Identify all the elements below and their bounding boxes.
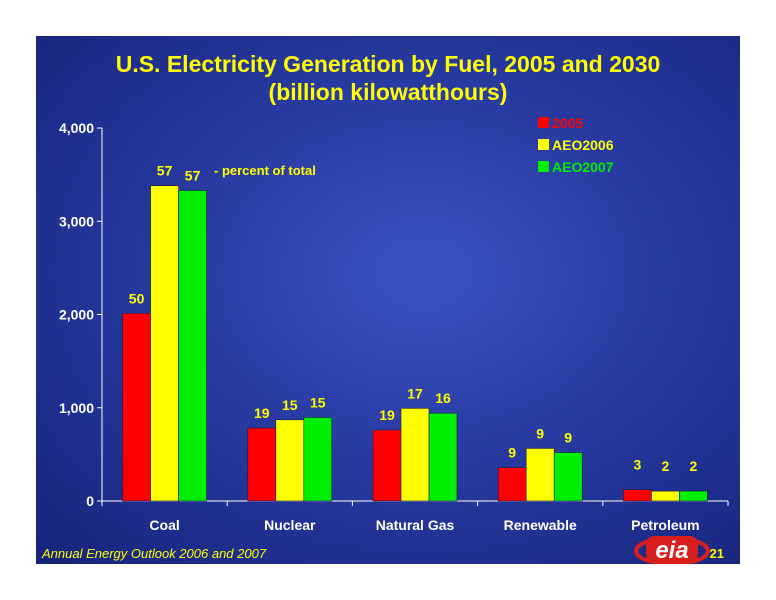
bar — [497, 467, 527, 502]
data-label: 9 — [508, 445, 516, 461]
bar — [372, 429, 402, 502]
bars: 50 57 57 19 15 15 19 17 16 9 9 9 3 2 2 — [122, 163, 708, 502]
bar — [122, 312, 151, 502]
x-category-label: Natural Gas — [376, 517, 455, 533]
bar — [150, 185, 179, 502]
y-tick-label: 3,000 — [59, 213, 94, 229]
bar — [428, 412, 458, 502]
bar — [525, 448, 555, 502]
percent-annotation: - percent of total — [214, 163, 316, 178]
bar-chart: U.S. Electricity Generation by Fuel, 200… — [41, 51, 729, 564]
data-label: 2 — [690, 458, 698, 474]
y-tick-label: 2,000 — [59, 307, 94, 323]
axes: 0 1,000 2,000 3,000 4,000 Coal Nuclear Natural … — [59, 120, 729, 533]
legend: 2005 AEO2006 AEO2007 — [538, 115, 614, 175]
slide: U.S. Electricity Generation by Fuel, 200… — [36, 36, 740, 564]
bar — [623, 489, 652, 502]
data-label: 50 — [129, 290, 145, 306]
x-category-label: Petroleum — [631, 517, 699, 533]
legend-swatch — [538, 139, 549, 150]
bar — [275, 419, 305, 502]
bar — [679, 490, 708, 502]
legend-swatch — [538, 161, 549, 172]
bar — [178, 190, 207, 502]
bar — [400, 408, 430, 502]
bar — [651, 490, 680, 502]
x-category-label: Coal — [149, 517, 179, 533]
chart-title: U.S. Electricity Generation by Fuel, 200… — [116, 51, 661, 77]
legend-swatch — [538, 117, 549, 128]
y-tick-label: 0 — [86, 493, 94, 509]
data-label: 15 — [310, 394, 326, 410]
data-label: 15 — [282, 397, 298, 413]
logo-text: eia — [655, 537, 688, 564]
data-label: 3 — [634, 457, 642, 473]
page-number: 21 — [710, 546, 724, 561]
chart-subtitle: (billion kilowatthours) — [269, 79, 508, 105]
data-label: 19 — [254, 405, 270, 421]
x-category-label: Nuclear — [264, 517, 316, 533]
data-label: 9 — [564, 430, 572, 446]
data-label: 17 — [407, 385, 423, 401]
data-label: 57 — [185, 167, 201, 183]
bar — [553, 452, 583, 502]
y-tick-label: 1,000 — [59, 400, 94, 416]
y-tick-label: 4,000 — [59, 120, 94, 136]
x-category-label: Renewable — [504, 517, 577, 533]
data-label: 57 — [157, 163, 173, 179]
source-footer: Annual Energy Outlook 2006 and 2007 — [41, 546, 267, 561]
data-label: 19 — [379, 407, 395, 423]
legend-label: AEO2006 — [552, 137, 614, 153]
bar — [247, 427, 277, 502]
data-label: 9 — [536, 425, 544, 441]
legend-label: 2005 — [552, 115, 583, 131]
eia-logo: eia — [634, 536, 710, 564]
data-label: 16 — [435, 390, 451, 406]
data-label: 2 — [662, 458, 670, 474]
bar — [303, 417, 333, 502]
legend-label: AEO2007 — [552, 159, 614, 175]
